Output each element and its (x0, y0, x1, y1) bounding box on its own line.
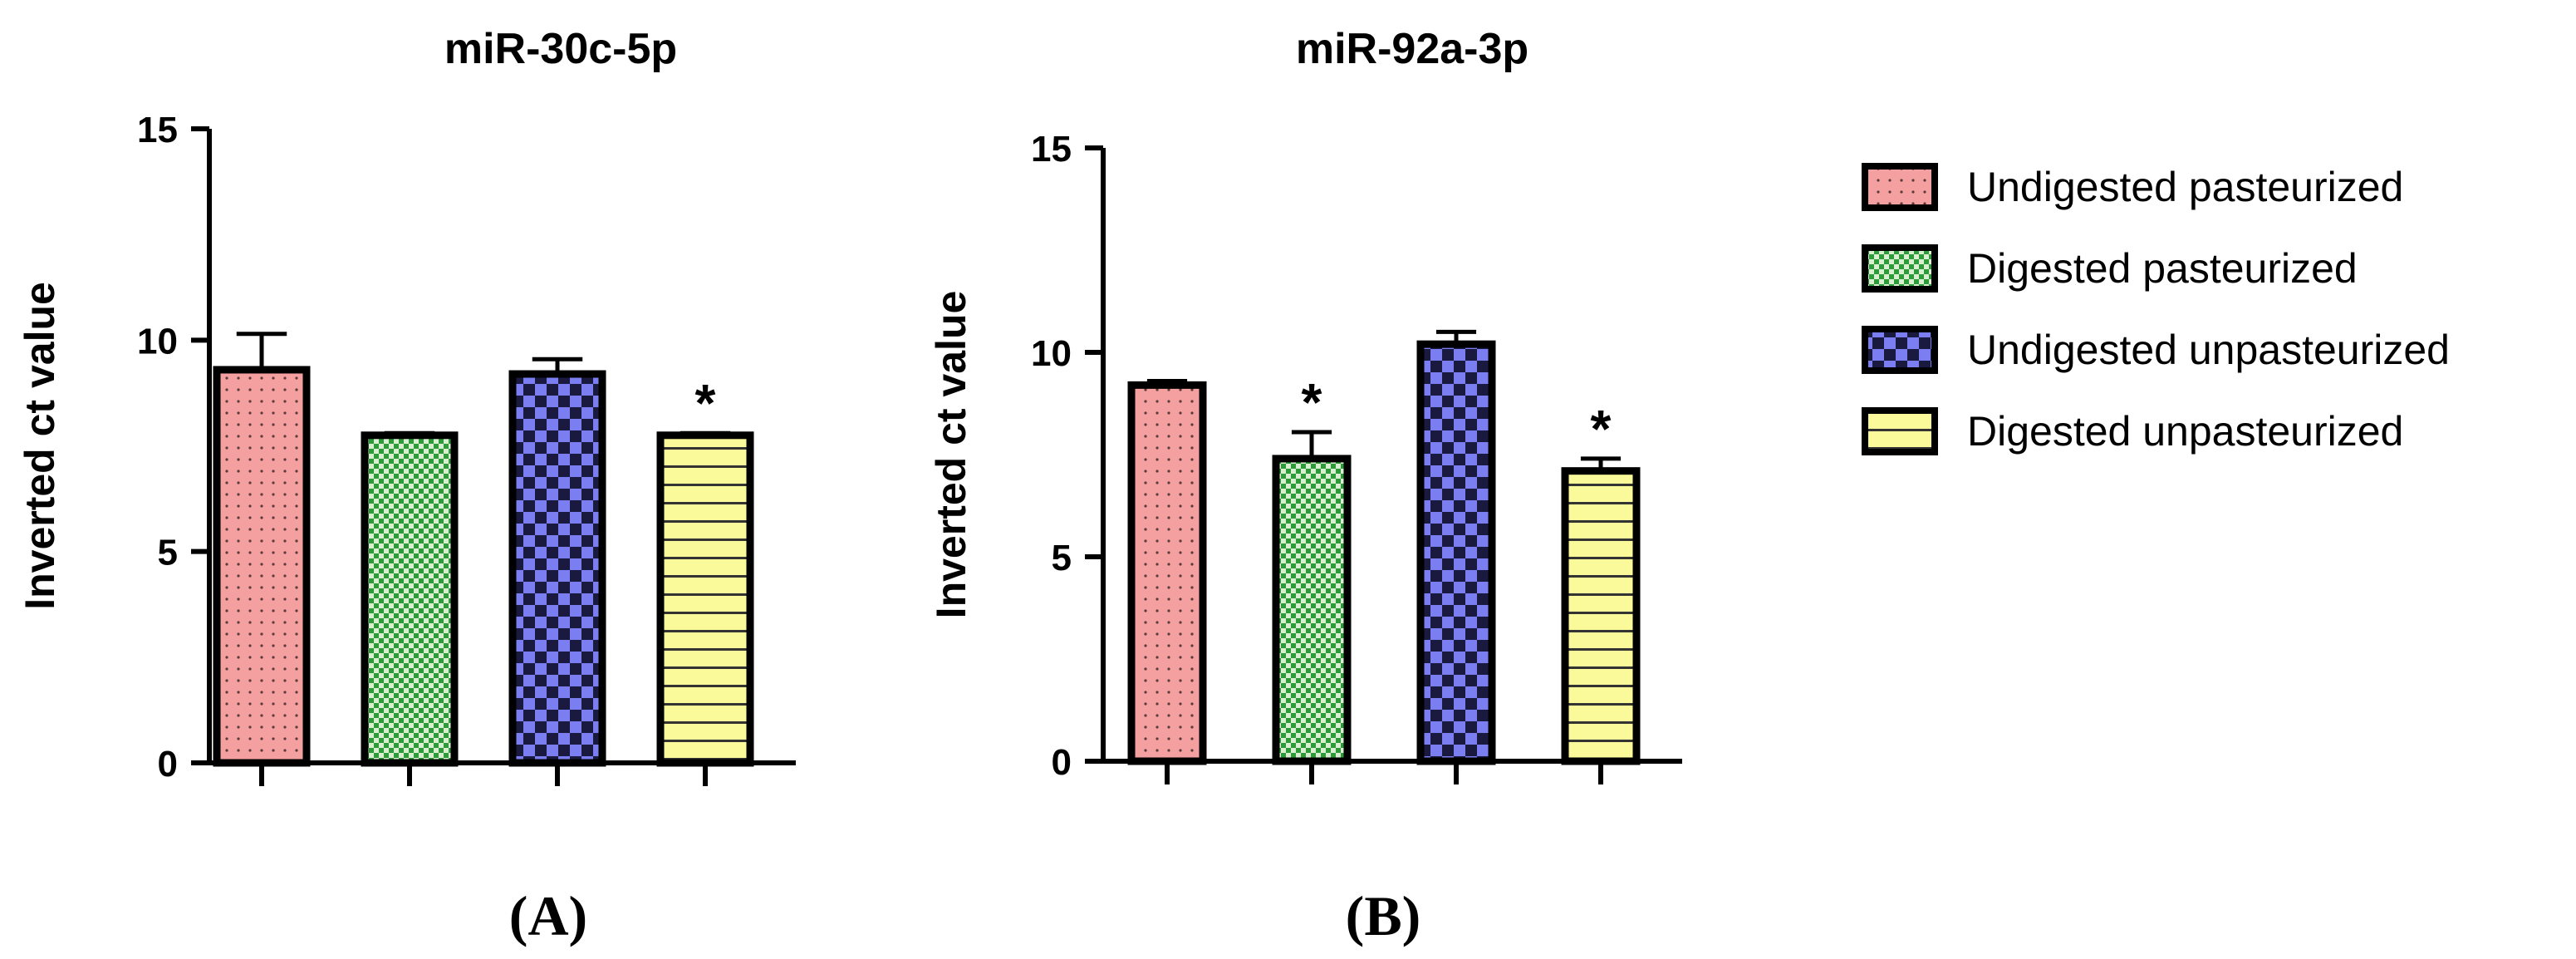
y-tick-label: 5 (1052, 538, 1072, 578)
panel-a: miR-30c-5p Inverted ct value 0 5 10 15 * (A) (17, 25, 796, 947)
legend-label: Digested unpasteurized (1967, 408, 2403, 455)
y-axis-label: Inverted ct value (17, 282, 63, 610)
y-tick-label: 0 (158, 744, 178, 784)
bar (508, 370, 606, 767)
legend-swatch (1862, 244, 1938, 293)
chart-title: miR-30c-5p (444, 25, 677, 73)
legend-swatch (1862, 163, 1938, 211)
significance-marker: * (695, 373, 716, 433)
bar (361, 431, 459, 767)
legend-label: Undigested unpasteurized (1967, 327, 2450, 373)
bar (1127, 381, 1207, 765)
legend-label: Undigested pasteurized (1967, 164, 2403, 210)
legend: Undigested pasteurized Digested pasteuriz… (1862, 163, 2450, 455)
legend-swatch (1862, 326, 1938, 374)
y-tick-label: 0 (1052, 742, 1072, 783)
panel-label: (B) (1346, 884, 1421, 947)
y-tick-label: 15 (1031, 129, 1072, 170)
bar (1416, 340, 1496, 765)
bar (1272, 455, 1352, 765)
y-tick-label: 15 (137, 110, 178, 150)
y-tick-label: 10 (137, 321, 178, 361)
bar (656, 431, 754, 767)
panel-label: (A) (509, 884, 587, 947)
chart-title: miR-92a-3p (1296, 25, 1528, 73)
y-tick-label: 10 (1031, 333, 1072, 374)
significance-marker: * (1302, 372, 1322, 432)
legend-swatch (1862, 407, 1938, 455)
panel-b: miR-92a-3p Inverted ct value 0 5 10 15 * * (B) (928, 25, 1682, 947)
bar (213, 366, 311, 767)
y-axis-label: Inverted ct value (928, 291, 974, 619)
bar (1561, 467, 1641, 765)
legend-label: Digested pasteurized (1967, 245, 2358, 292)
significance-marker: * (1591, 399, 1612, 459)
y-tick-label: 5 (158, 533, 178, 573)
